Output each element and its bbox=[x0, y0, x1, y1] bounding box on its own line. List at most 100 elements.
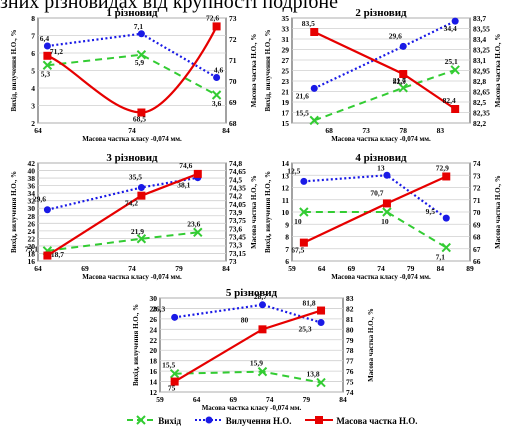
y-left-tick-label: 22 bbox=[28, 234, 36, 243]
y-right-axis-title: Масова частка Н.О., % bbox=[250, 175, 258, 249]
y-left-tick-label: 18 bbox=[150, 357, 158, 366]
y-left-tick-label: 20 bbox=[28, 242, 36, 251]
data-point-marker bbox=[399, 42, 407, 50]
y-right-tick-label: 73,45 bbox=[229, 233, 246, 242]
data-label: 21,7 bbox=[393, 76, 406, 85]
y-right-tick-label: 82,2 bbox=[473, 119, 486, 128]
series-line bbox=[303, 211, 447, 249]
y-right-tick-label: 74,5 bbox=[229, 175, 242, 184]
y-right-tick-label: 83,25 bbox=[473, 46, 490, 55]
data-point-marker bbox=[171, 313, 179, 321]
data-label: 15,9 bbox=[250, 359, 263, 368]
y-left-tick-label: 15 bbox=[282, 119, 290, 128]
y-right-tick-label: 73,6 bbox=[229, 224, 242, 233]
data-label: 18,7 bbox=[51, 250, 64, 259]
chart-title: 5 різновид bbox=[226, 287, 278, 299]
legend: Вихід Вилучення Н.О. Масова частка Н.О. bbox=[126, 415, 417, 427]
data-point-marker bbox=[309, 115, 319, 126]
data-label: 72,6 bbox=[206, 13, 219, 22]
series-line bbox=[174, 370, 322, 384]
y-left-tick-label: 32 bbox=[28, 197, 36, 206]
y-right-tick-label: 74 bbox=[346, 388, 354, 397]
page-header-text: зних різновидах від крупності подрібне bbox=[0, 0, 338, 13]
data-point-marker bbox=[136, 234, 147, 244]
legend-grade-swatch bbox=[304, 415, 334, 427]
x-tick-label: 64 bbox=[34, 126, 42, 135]
series-line bbox=[46, 172, 199, 257]
x-tick-label: 74 bbox=[377, 264, 385, 273]
data-point-marker bbox=[317, 306, 326, 315]
data-label: 73,1 bbox=[25, 245, 38, 254]
data-label: 10 bbox=[294, 217, 302, 226]
y-right-tick-label: 67 bbox=[473, 245, 481, 254]
data-label: 7,1 bbox=[134, 22, 144, 31]
x-tick-label: 73 bbox=[362, 126, 370, 135]
data-point-marker bbox=[137, 30, 145, 38]
x-tick-label: 78 bbox=[400, 126, 408, 135]
x-tick-label: 83 bbox=[437, 126, 445, 135]
data-label: 12,5 bbox=[287, 166, 300, 175]
data-point-marker bbox=[43, 251, 52, 260]
data-label: 83,5 bbox=[302, 19, 315, 28]
y-left-tick-label: 18 bbox=[28, 249, 36, 258]
x-tick-label: 64 bbox=[193, 395, 201, 404]
data-point-marker bbox=[441, 242, 451, 253]
y-left-tick-label: 36 bbox=[28, 182, 36, 191]
y-left-tick-label: 7 bbox=[31, 32, 35, 41]
data-label: 75 bbox=[168, 384, 176, 393]
data-point-marker bbox=[170, 377, 179, 386]
data-point-marker bbox=[213, 74, 221, 81]
data-label: 70,7 bbox=[370, 188, 383, 197]
x-tick-label: 74 bbox=[128, 264, 136, 273]
data-point-marker bbox=[211, 90, 222, 100]
data-label: 25,3 bbox=[298, 325, 311, 334]
data-point-marker bbox=[299, 207, 309, 217]
data-label: 25,1 bbox=[445, 57, 458, 66]
y-left-tick-label: 21 bbox=[282, 88, 290, 97]
y-right-tick-label: 76 bbox=[346, 367, 354, 376]
y-right-tick-label: 83,1 bbox=[473, 56, 486, 65]
y-left-tick-label: 6 bbox=[285, 257, 289, 266]
y-left-tick-label: 19 bbox=[282, 98, 290, 107]
data-label: 80 bbox=[241, 315, 249, 324]
y-right-tick-label: 82,65 bbox=[473, 88, 490, 97]
y-left-tick-label: 34 bbox=[28, 189, 36, 198]
data-label: 82,9 bbox=[393, 77, 406, 86]
data-label: 34,4 bbox=[444, 24, 457, 33]
y-left-tick-label: 27 bbox=[282, 56, 290, 65]
data-label: 21,6 bbox=[296, 91, 309, 100]
series-line bbox=[47, 176, 198, 211]
y-left-tick-label: 22 bbox=[150, 336, 158, 345]
y-left-tick-label: 16 bbox=[150, 367, 158, 376]
data-label: 82,4 bbox=[443, 96, 456, 105]
y-right-tick-label: 71 bbox=[473, 196, 481, 205]
data-label: 35,5 bbox=[129, 173, 142, 182]
legend-recovery-swatch bbox=[194, 415, 224, 427]
data-point-marker bbox=[137, 108, 146, 117]
legend-recovery-label: Вилучення Н.О. bbox=[225, 416, 292, 426]
data-point-marker bbox=[383, 171, 391, 179]
data-point-marker bbox=[442, 172, 451, 181]
x-tick-label: 59 bbox=[156, 395, 164, 404]
y-right-tick-label: 72 bbox=[229, 35, 237, 44]
x-tick-label: 64 bbox=[318, 264, 326, 273]
y-left-tick-label: 26 bbox=[150, 315, 158, 324]
y-right-tick-label: 73,75 bbox=[229, 216, 246, 225]
y-right-tick-label: 70 bbox=[229, 77, 237, 86]
data-label: 23,6 bbox=[187, 219, 200, 228]
x-tick-label: 84 bbox=[222, 264, 230, 273]
y-left-tick-label: 24 bbox=[150, 325, 158, 334]
data-point-marker bbox=[169, 369, 180, 379]
data-point-marker bbox=[451, 17, 459, 25]
x-tick-label: 69 bbox=[229, 395, 237, 404]
data-label: 13,8 bbox=[306, 370, 319, 379]
y-right-tick-label: 82,8 bbox=[473, 77, 486, 86]
y-right-tick-label: 73 bbox=[229, 257, 237, 266]
x-tick-label: 79 bbox=[303, 395, 311, 404]
y-left-tick-label: 25 bbox=[282, 67, 290, 76]
y-right-tick-label: 82 bbox=[346, 304, 354, 313]
data-label: 74,2 bbox=[125, 199, 138, 208]
data-point-marker bbox=[43, 51, 52, 60]
data-point-marker bbox=[42, 60, 53, 70]
